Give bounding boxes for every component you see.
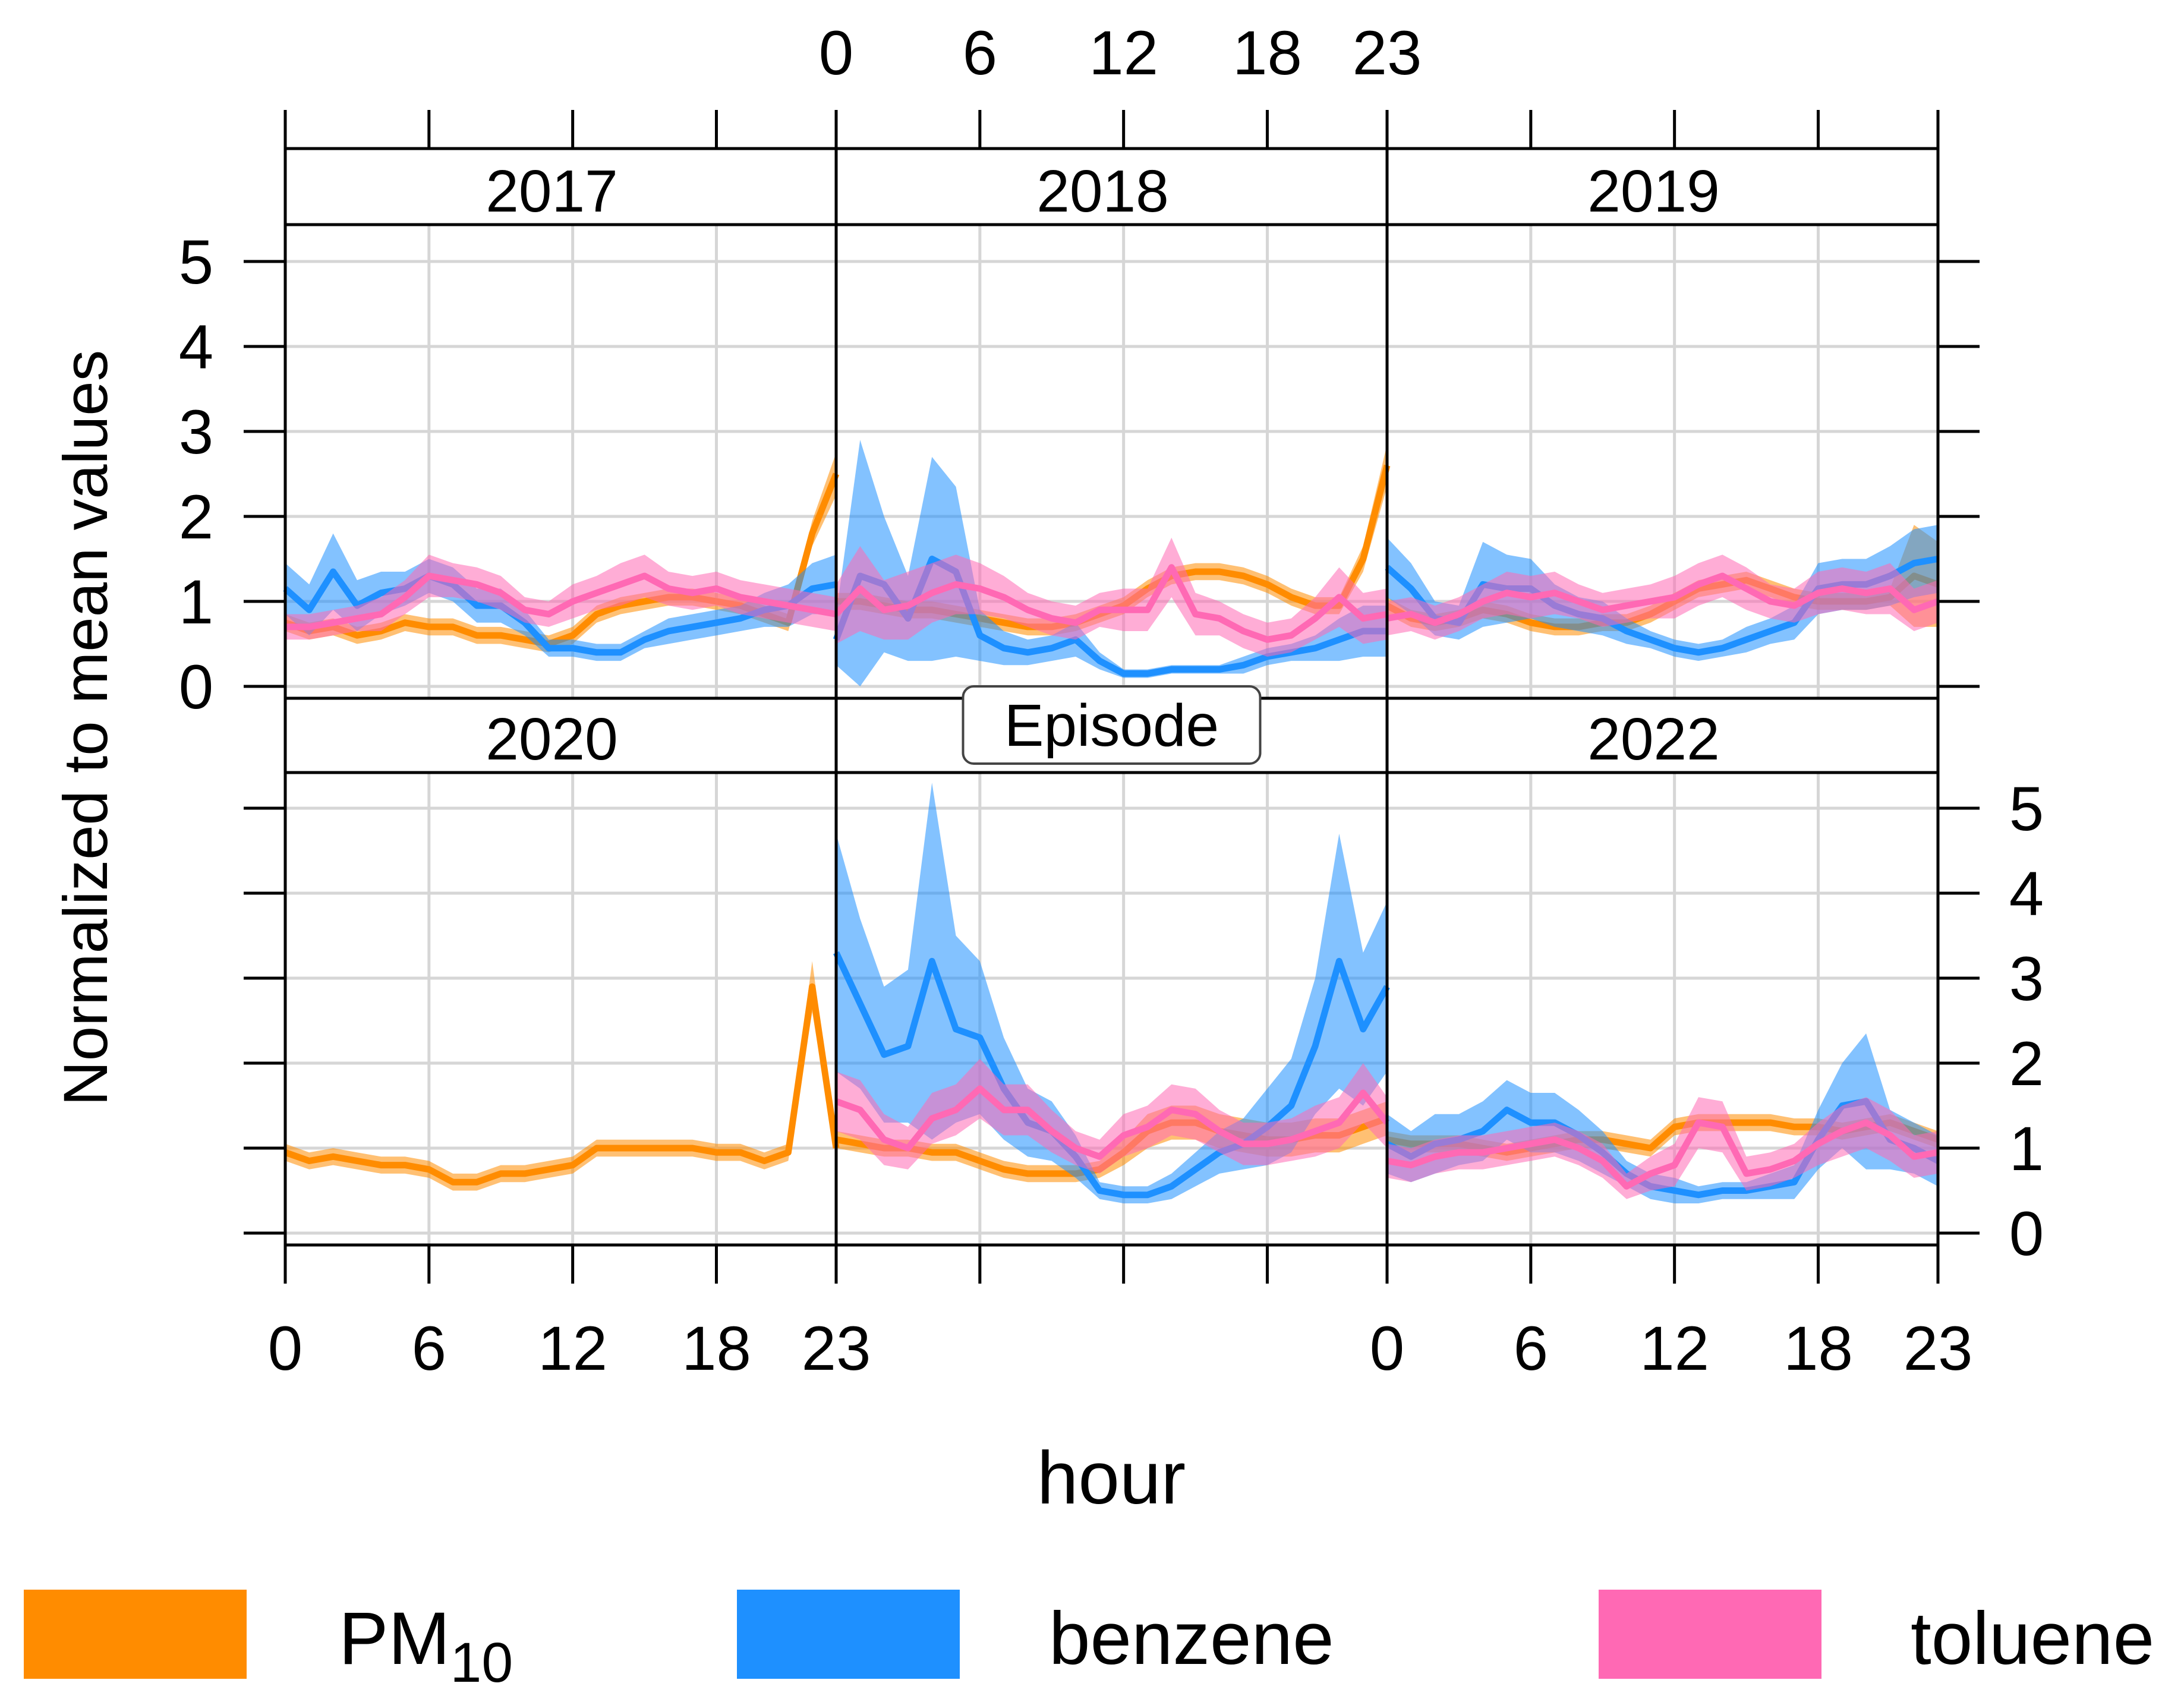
legend-label-text: benzene: [1049, 1597, 1334, 1680]
line-benzene-2017: [283, 568, 837, 656]
x-tick-label-bottom: 6: [1514, 1314, 1548, 1383]
legend-label-pm10: PM10: [339, 1597, 513, 1694]
panel-label: 2017: [486, 158, 617, 225]
panel-label: 2020: [486, 706, 617, 773]
x-tick-label-top: 6: [963, 18, 997, 88]
x-tick-label-bottom: 6: [412, 1314, 446, 1383]
frame-layer: 2017 2018 2019 2020 Episode 2022: [283, 147, 1940, 1247]
x-tick-label-bottom: 23: [1903, 1314, 1973, 1383]
panel-label: 2019: [1587, 158, 1719, 225]
y-tick-label: 5: [2009, 774, 2044, 844]
panel-strip: [1385, 147, 1940, 226]
panel-label: 2022: [1587, 706, 1719, 773]
panel-label: Episode: [1004, 692, 1219, 759]
y-tick-label: 1: [2009, 1114, 2044, 1184]
line-toluene-2018: [833, 564, 1388, 643]
line-toluene-2022: [1386, 1119, 1939, 1190]
y-tick-label: 2: [179, 483, 213, 552]
y-tick-label: 3: [179, 398, 213, 467]
band-benzene-2019: [1387, 525, 1938, 661]
y-tick-label: 3: [2009, 944, 2044, 1014]
legend-label-subscript: 10: [450, 1631, 513, 1694]
x-tick-label-bottom: 0: [268, 1314, 302, 1383]
y-tick-label: 1: [179, 568, 213, 637]
band-toluene-2022: [1387, 1097, 1938, 1199]
panel-strip: [1385, 696, 1940, 774]
legend-label-text: toluene: [1911, 1597, 2154, 1680]
legend-label-benzene: benzene: [1049, 1597, 1334, 1680]
panel-label-box: [962, 685, 1262, 765]
y-tick-label: 4: [2009, 859, 2044, 929]
x-tick-label-bottom: 18: [1783, 1314, 1853, 1383]
x-tick-label-top: 23: [1353, 18, 1422, 88]
y-tick-label: 2: [2009, 1029, 2044, 1099]
legend: PM10 benzene toluene: [24, 1590, 2154, 1694]
y-tick-label: 0: [179, 653, 213, 722]
legend-swatch-toluene: [1599, 1590, 1821, 1679]
line-benzene-episode: [833, 951, 1390, 1199]
x-tick-label-top: 12: [1089, 18, 1158, 88]
line-toluene-2017: [285, 572, 837, 631]
x-tick-label-bottom: 12: [1640, 1314, 1709, 1383]
legend-swatch-pm10: [24, 1590, 247, 1679]
x-tick-label-top: 18: [1233, 18, 1302, 88]
x-tick-label-top: 0: [819, 18, 853, 88]
band-toluene-2017: [285, 554, 836, 640]
band-toluene-2018: [836, 537, 1387, 657]
x-tick-label-bottom: 0: [1370, 1314, 1404, 1383]
x-tick-label-bottom: 18: [682, 1314, 751, 1383]
y-axis-title: Normalized to mean values: [51, 350, 121, 1106]
y-tick-label: 5: [179, 228, 213, 297]
x-tick-label-bottom: 12: [538, 1314, 607, 1383]
y-tick-label: 0: [2009, 1199, 2044, 1269]
x-tick-label-bottom: 23: [802, 1314, 871, 1383]
x-axis-title: hour: [1037, 1437, 1186, 1520]
legend-label-toluene: toluene: [1911, 1597, 2154, 1680]
line-pm10-2020: [284, 983, 840, 1186]
line-toluene-2019: [1386, 572, 1939, 626]
y-tick-label: 4: [179, 313, 213, 382]
panel-frame: [1385, 696, 1940, 1247]
line-toluene-episode: [835, 1085, 1390, 1160]
legend-swatch-benzene: [737, 1590, 960, 1679]
legend-label-text: PM: [339, 1597, 450, 1680]
panel-label: 2018: [1036, 158, 1168, 225]
series-layer: [283, 440, 1940, 1203]
